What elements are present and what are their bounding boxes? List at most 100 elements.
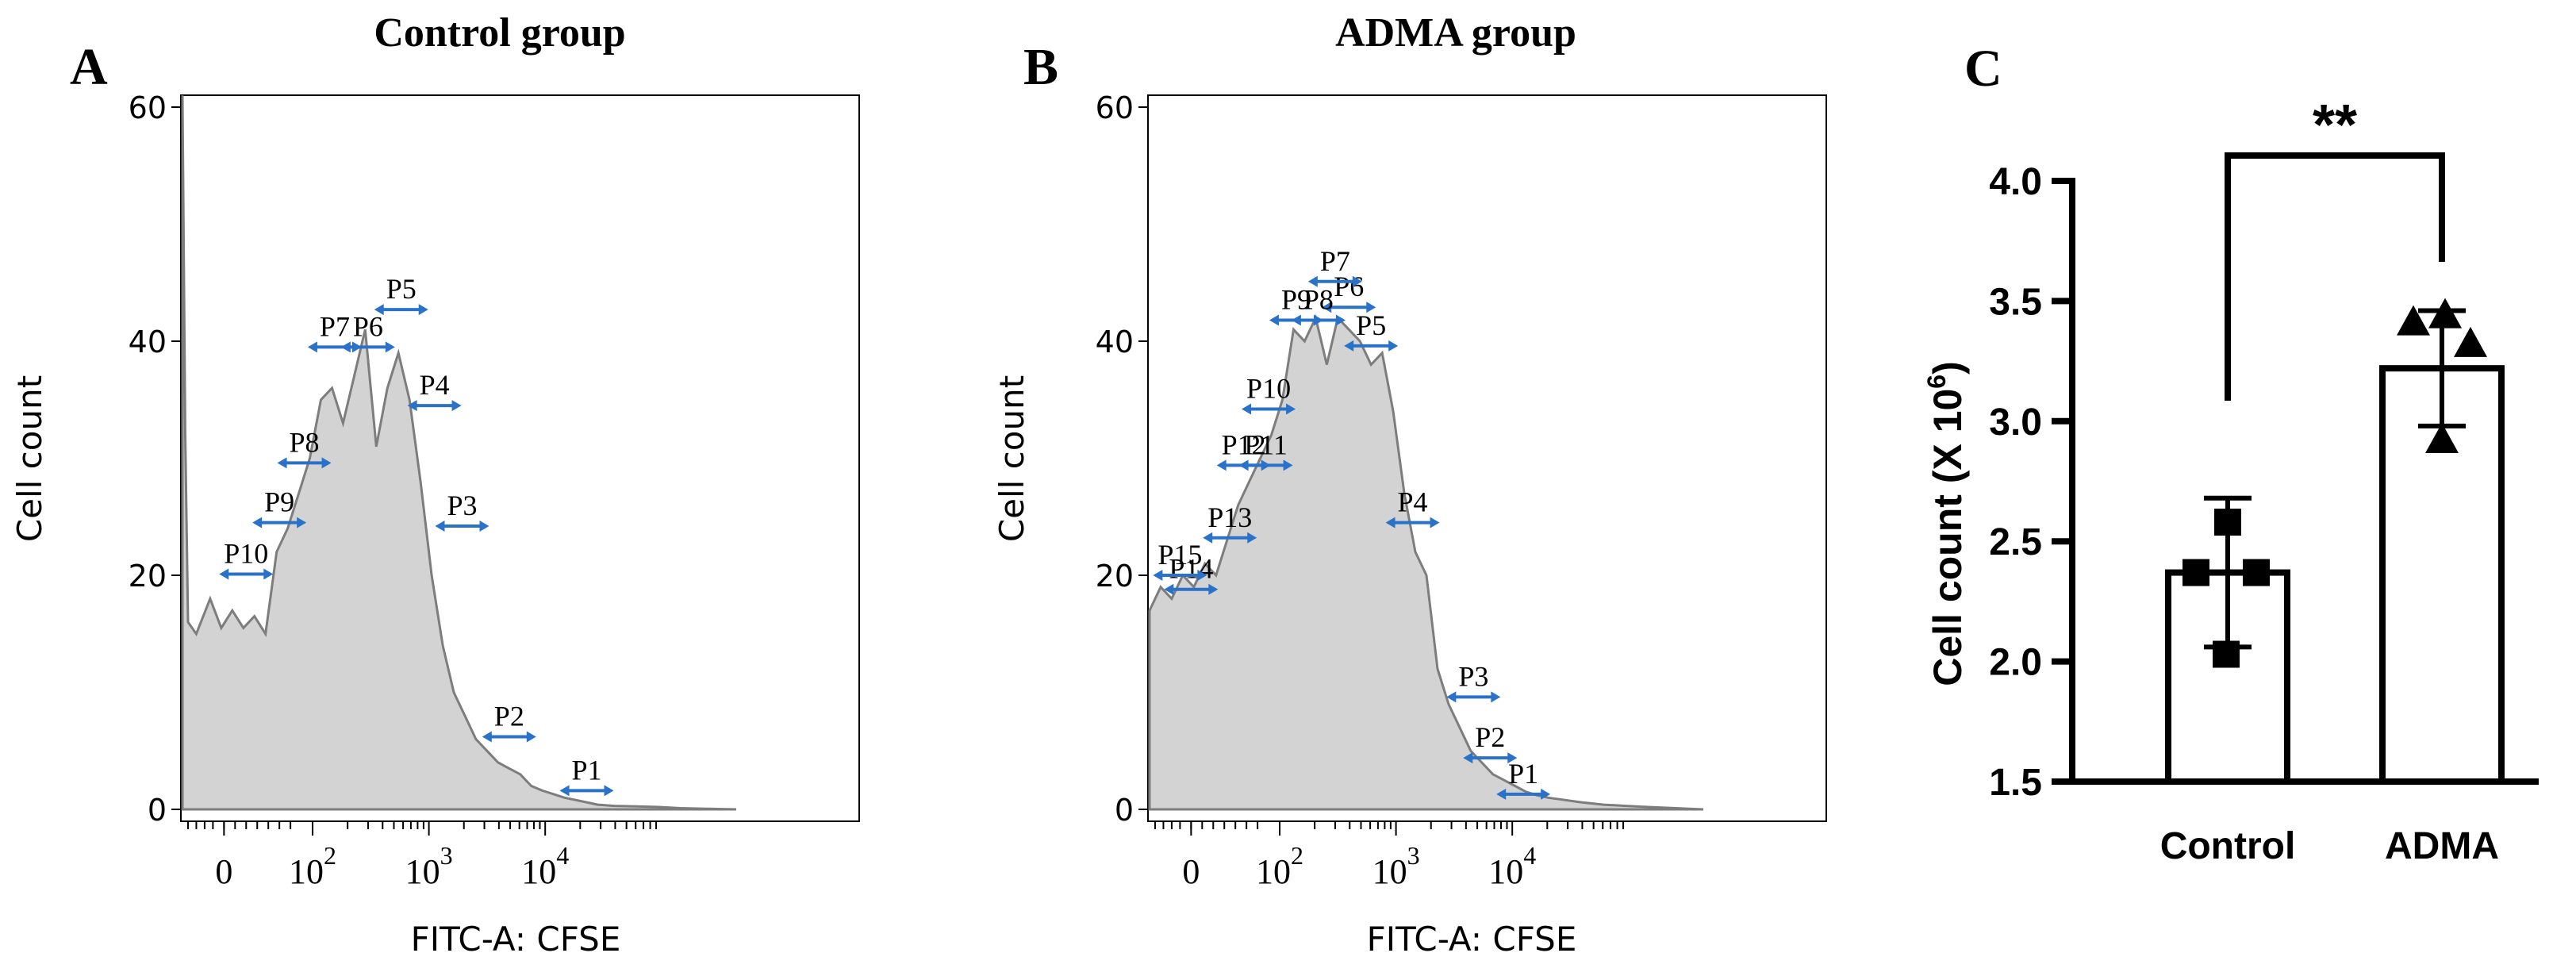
gate-label-p10: P10: [224, 538, 268, 570]
panel-c-error-bars: [2204, 308, 2466, 650]
gate-arrow-head-right: [1352, 275, 1362, 287]
y-tick-label: 2.0: [1989, 642, 2042, 684]
gate-arrow-head-right: [1541, 788, 1551, 800]
y-tick-label: 3.5: [1989, 281, 2042, 323]
gate-arrow-head-left: [559, 785, 570, 797]
gate-label-p4: P4: [1398, 486, 1428, 518]
gate-arrow-head-right: [418, 304, 428, 316]
gate-label-p5: P5: [1356, 309, 1386, 341]
gate-arrow-head-right: [604, 785, 614, 797]
x-tick-base: 10: [1488, 852, 1523, 891]
gate-arrow-head-left: [1385, 517, 1395, 528]
y-tick-label: 1.5: [1989, 762, 2042, 804]
panel-b-title: ADMA group: [1335, 10, 1576, 56]
data-point-triangle: [2397, 305, 2430, 336]
y-tick-label: 40: [129, 325, 167, 359]
gate-arrow-head-left: [252, 517, 263, 528]
panel-c-ylabel-exponent: 6: [1922, 375, 1951, 389]
gate-arrow-head-left: [1344, 340, 1354, 352]
panel-c-y-ticks: 1.5 2.0 2.5 3.0 3.5 4.0: [1989, 161, 2072, 804]
gate-arrow-head-left: [374, 304, 384, 316]
panel-c-ylabel-suffix: ): [1925, 361, 1970, 375]
x-tick-label: 103: [1372, 841, 1420, 891]
x-tick-base: 10: [521, 852, 556, 891]
panel-a-x-ticks: 0 102 103 104: [215, 821, 569, 891]
x-tick-base: 10: [289, 852, 324, 891]
panel-letter-c: C: [1964, 40, 2002, 98]
panel-letter-b: B: [1023, 38, 1058, 96]
x-tick-base: 10: [405, 852, 440, 891]
panel-b-y-ticks: 0 20 40 60: [1096, 90, 1148, 828]
panel-b-ylabel: Cell count: [992, 375, 1031, 542]
x-tick-exponent: 2: [1291, 841, 1303, 870]
gate-label-p9: P9: [1281, 283, 1311, 315]
panel-b-x-ticks: 0 102 103 104: [1182, 821, 1536, 891]
gate-arrow-head-left: [1446, 691, 1457, 703]
panel-c-significance: **: [2225, 94, 2445, 401]
gate-arrow-head-right: [1366, 302, 1376, 313]
panel-a-histogram: [181, 95, 737, 811]
gate-label-p4: P4: [420, 369, 450, 401]
category-label-control: Control: [2160, 825, 2296, 867]
significance-bracket: [2225, 152, 2445, 401]
gate-arrow-head-right: [1208, 583, 1219, 595]
x-tick-base: 10: [1372, 852, 1407, 891]
x-tick-exponent: 4: [1523, 841, 1536, 870]
gate-label-p10: P10: [1246, 373, 1291, 405]
x-tick-exponent: 2: [324, 841, 336, 870]
gate-arrow-head-right: [351, 341, 362, 353]
gate-arrow-head-left: [1322, 302, 1332, 313]
y-tick-label: 20: [1096, 559, 1134, 594]
gate-arrow-head-left: [1307, 275, 1318, 287]
gate-arrow-head-right: [1247, 532, 1257, 544]
category-label-adma: ADMA: [2385, 825, 2499, 867]
gate-arrow-head-right: [526, 731, 536, 743]
gate-arrow-head-right: [321, 457, 332, 469]
y-tick-label: 2.5: [1989, 521, 2042, 563]
gate-arrow-head-right: [1388, 340, 1399, 352]
panel-a-y-ticks: 0 20 40 60: [129, 90, 181, 828]
gate-label-p5: P5: [386, 273, 417, 305]
gate-arrow-head-left: [277, 457, 287, 469]
x-tick-label: 0: [1182, 852, 1200, 891]
gate-arrow-head-right: [1491, 691, 1501, 703]
gate-label-p2: P2: [494, 701, 524, 732]
gate-arrow-head-left: [1216, 459, 1227, 471]
x-tick-label: 102: [289, 841, 336, 891]
gate-label-p3: P3: [447, 490, 477, 521]
gate-label-p2: P2: [1475, 721, 1505, 753]
gate-arrow-head-left: [1203, 532, 1213, 544]
gate-arrow-head-right: [1507, 752, 1518, 764]
data-point-triangle: [2428, 298, 2462, 329]
x-tick-label: 0: [215, 852, 232, 891]
panel-a-title: Control group: [374, 10, 625, 56]
gate-label-p1: P1: [1508, 758, 1538, 790]
x-tick-base: 10: [1256, 852, 1291, 891]
y-tick-label: 3.0: [1989, 402, 2042, 444]
x-tick-base: 0: [215, 852, 232, 891]
gate-label-p13: P13: [1207, 501, 1252, 533]
gate-label-p7: P7: [320, 310, 350, 342]
gate-arrow-head-left: [1269, 314, 1279, 326]
gate-arrow-head-left: [1153, 570, 1163, 581]
gate-arrow-head-left: [482, 731, 492, 743]
gate-arrow-head-right: [479, 521, 489, 532]
panel-b-histogram: [1148, 314, 1704, 811]
panel-c-categories: Control ADMA: [2160, 825, 2499, 867]
gate-label-p14: P14: [1169, 553, 1213, 585]
x-tick-label: 104: [1488, 841, 1536, 891]
y-tick-label: 40: [1096, 325, 1134, 359]
gate-label-p12: P12: [1222, 428, 1266, 460]
gate-label-p1: P1: [572, 754, 602, 786]
gate-arrow-head-left: [1463, 752, 1473, 764]
x-tick-label: 103: [405, 841, 453, 891]
y-tick-label: 4.0: [1989, 161, 2042, 203]
gate-arrow-head-right: [263, 568, 274, 580]
x-tick-exponent: 3: [440, 841, 453, 870]
panel-c-ylabel-text: Cell count (X 10: [1925, 389, 1970, 686]
gate-label-p8: P8: [1303, 283, 1334, 315]
